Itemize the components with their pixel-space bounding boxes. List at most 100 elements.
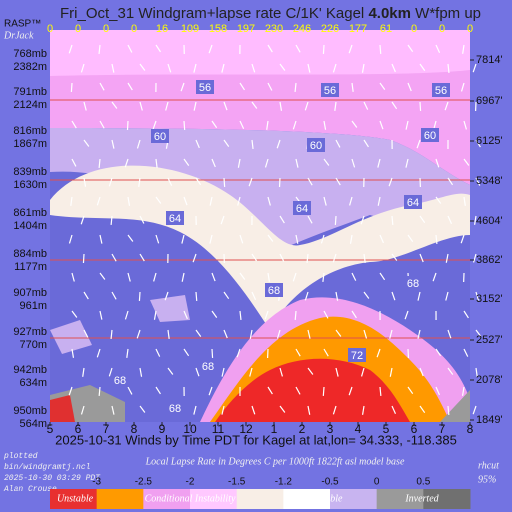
wind-barb [127,82,133,91]
pressure-label: 942mb [13,364,47,376]
wind-barb [307,367,314,375]
height-label: 1404m [13,220,47,232]
w-value: 0 [75,23,81,35]
wind-barb [195,329,202,337]
wind-barb [332,405,337,415]
legend-tick-label: 0.5 [416,477,430,488]
wind-barb [407,386,414,395]
chart-title: Fri_Oct_31 Windgram+lapse rate C/1K' Kag… [60,5,481,22]
wind-barb [249,329,253,339]
wind-barb [419,63,426,71]
wind-barb [307,215,313,224]
wind-barb [276,329,281,339]
contour-label-box [166,401,184,415]
wind-barb [461,386,465,396]
contour-label-box [307,138,325,152]
wind-barb [249,367,253,377]
legend-tick-label: -2 [186,477,195,488]
wind-barb [70,196,73,206]
wind-barb [266,120,269,130]
x-tick-label: 2 [299,422,306,436]
wind-barb [71,310,78,318]
wind-barb [251,63,256,73]
pressure-label: 950mb [13,405,47,417]
x-tick-label: 12 [239,422,253,436]
wind-barb [239,82,246,91]
wind-barb [80,215,85,225]
region-lavender-low [50,295,190,354]
wind-barb [391,253,398,261]
wind-barb [239,310,242,320]
contour-label: 64 [169,213,181,225]
height-label: 564m [19,418,47,430]
wind-barb [139,405,146,413]
legend-tick-label: -3 [92,477,101,488]
wind-barb [209,234,213,244]
wind-barb [111,63,115,73]
wind-barb [361,63,365,73]
wind-barb [292,272,297,282]
height-label: 1630m [13,179,47,191]
wind-barb [83,139,90,147]
wind-barb [348,386,353,396]
wind-barb [322,386,325,397]
wind-barb [419,405,426,414]
wind-barb [83,101,87,111]
wind-barb [435,234,438,244]
wind-barb [223,329,228,339]
wind-barb [82,367,85,377]
wind-barb [279,367,283,377]
wind-barb [155,386,161,395]
wind-barb [108,177,113,187]
title-prefix: Fri_Oct_31 Windgram+lapse rate C/1K' Kag… [60,5,364,22]
wind-barb [136,139,141,149]
x-tick-label: 4 [355,422,362,436]
wind-barb [445,291,449,301]
wind-barb [279,405,286,413]
wind-barb [98,386,101,396]
plot-area [50,30,482,422]
wind-barb [195,291,198,301]
wind-barb [127,386,133,395]
legend-swatch [190,489,238,509]
wind-barb [295,44,301,53]
contour-label: 64 [407,197,419,209]
height-label: 2382m [13,61,47,73]
wind-barb [463,158,470,166]
wind-barb [435,158,440,168]
wind-barb [155,234,160,244]
feet-label: 6125' [476,135,503,147]
rhcut-label: rhcut [478,460,499,471]
height-label: 1867m [13,138,47,150]
wind-barb [80,63,85,73]
wind-barb [267,234,274,242]
wind-barb [407,44,414,53]
wind-barb [323,348,329,357]
wind-barb [379,44,382,54]
wind-barb [111,291,117,300]
wind-barb [407,82,412,92]
wind-barb [379,386,382,396]
wind-barb [363,329,368,339]
wind-barb [405,120,409,130]
wind-barb [379,272,386,281]
wind-barb [183,196,188,206]
wind-barb [223,291,230,300]
wind-barb [139,63,146,71]
wind-barb [70,82,73,93]
x-tick-label: 11 [212,422,225,436]
wind-barb [351,310,357,319]
wind-barb [404,310,409,320]
subtitle: 2025-10-31 Winds by Time PDT for Kagel a… [55,432,457,447]
wind-barb [323,158,330,166]
wind-barb [96,196,101,206]
title-suffix: W*fpm up [415,5,481,22]
wind-barb [322,44,325,55]
contour-label: 60 [310,140,322,152]
wind-barb [447,329,452,339]
wind-barb [294,310,297,320]
wind-barb [391,63,396,73]
wind-barb [183,158,190,166]
legend-name: Conditional Instability [145,493,236,504]
